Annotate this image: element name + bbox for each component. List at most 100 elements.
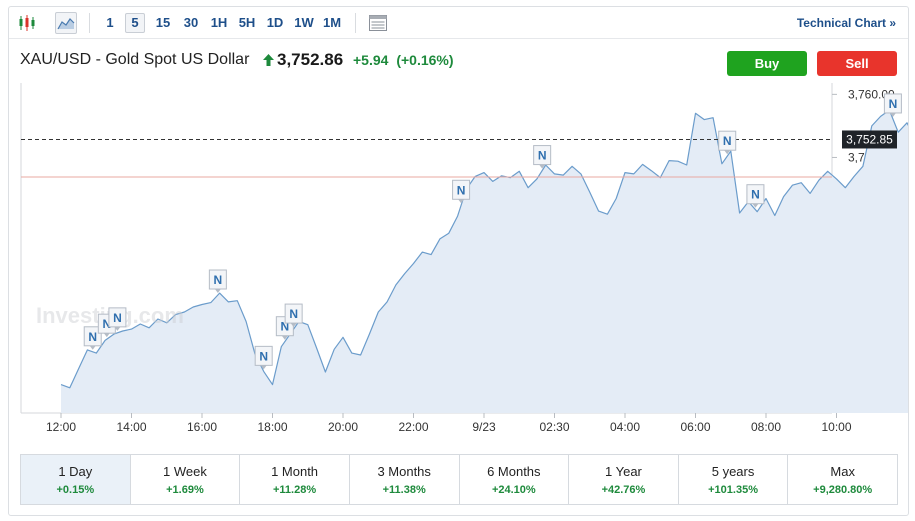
x-tick-label: 18:00 (257, 420, 287, 434)
news-marker[interactable]: N (83, 326, 102, 350)
news-marker-label: N (259, 349, 268, 363)
period-label: 3 Months (377, 464, 431, 479)
period-1-day[interactable]: 1 Day +0.15% (21, 455, 131, 504)
news-marker[interactable]: N (108, 307, 127, 331)
period-label: 1 Month (271, 464, 319, 479)
period-label: 1 Year (605, 464, 642, 479)
news-marker[interactable]: N (254, 345, 273, 370)
period-change: +11.28% (273, 484, 317, 496)
period-change: +0.15% (56, 484, 95, 496)
news-marker-label: N (88, 330, 97, 344)
period-1-year[interactable]: 1 Year +42.76% (569, 455, 679, 504)
news-marker-pointer (89, 345, 96, 350)
technical-chart-link[interactable]: Technical Chart » (796, 16, 896, 30)
news-marker-pointer (103, 333, 110, 338)
price-change: +5.94 (+0.16%) (353, 52, 454, 68)
period-1-week[interactable]: 1 Week +1.69% (130, 455, 241, 504)
period-6-months[interactable]: 6 Months +24.10% (459, 455, 570, 504)
news-marker-pointer (214, 289, 221, 294)
period-label: 6 Months (487, 464, 541, 479)
change-value: +5.94 (353, 52, 389, 68)
news-marker[interactable]: N (746, 184, 765, 208)
news-marker-label: N (723, 134, 732, 148)
news-marker[interactable]: N (883, 93, 902, 117)
change-percent: (+0.16%) (396, 52, 454, 68)
x-tick-label: 9/23 (472, 420, 496, 434)
news-marker-label: N (538, 149, 547, 163)
timeframe-1m[interactable]: 1M (322, 15, 342, 30)
x-tick-label: 20:00 (328, 420, 358, 434)
timeframe-1d[interactable]: 1D (266, 15, 284, 30)
timeframe-5h[interactable]: 5H (238, 15, 256, 30)
news-marker-label: N (102, 317, 111, 331)
news-marker-pointer (889, 112, 896, 117)
x-tick-label: 12:00 (46, 420, 76, 434)
news-marker-label: N (113, 311, 122, 325)
news-marker-pointer (752, 203, 759, 208)
price-chart[interactable]: 3,720.003,730.003,740.003,750.003,760.00… (9, 7, 908, 447)
news-marker[interactable]: N (284, 303, 303, 328)
x-tick-label: 22:00 (398, 420, 428, 434)
x-tick-label: 06:00 (680, 420, 710, 434)
toolbar-divider (355, 13, 356, 33)
news-marker[interactable]: N (452, 179, 471, 204)
news-marker-pointer (724, 150, 731, 155)
period-label: Max (830, 464, 855, 479)
x-tick-label: 10:00 (821, 420, 851, 434)
timeframe-30[interactable]: 30 (183, 15, 199, 30)
news-marker-label: N (214, 273, 223, 287)
period-change: +42.76% (601, 484, 646, 496)
period-1-month[interactable]: 1 Month +11.28% (240, 455, 350, 504)
chart-toolbar: 1 5 15 30 1H 5H 1D 1W 1M Technical Chart… (9, 7, 908, 39)
sell-button[interactable]: Sell (817, 51, 897, 76)
instrument-name: XAU/USD - Gold Spot US Dollar (20, 51, 250, 68)
period-5-years[interactable]: 5 years +101.35% (678, 455, 789, 504)
candlestick-chart-icon[interactable] (17, 12, 39, 34)
toolbar-divider (89, 13, 90, 33)
period-change: +24.10% (491, 484, 536, 496)
news-marker-pointer (539, 164, 546, 169)
x-tick-label: 04:00 (610, 420, 640, 434)
current-price-label-bg (842, 130, 897, 149)
news-marker-pointer (290, 323, 297, 328)
news-marker[interactable]: N (533, 145, 552, 169)
news-marker-label: N (751, 188, 760, 202)
news-marker-pointer (114, 326, 121, 331)
x-tick-label: 02:30 (539, 420, 569, 434)
performance-periods: 1 Day +0.15% 1 Week +1.69% 1 Month +11.2… (20, 454, 898, 505)
buy-button[interactable]: Buy (727, 51, 807, 76)
period-3-months[interactable]: 3 Months +11.38% (349, 455, 460, 504)
news-marker-label: N (289, 307, 298, 321)
period-label: 1 Day (58, 464, 93, 479)
news-marker[interactable]: N (208, 269, 227, 294)
timeframe-1h[interactable]: 1H (210, 15, 228, 30)
timeframe-5[interactable]: 5 (125, 13, 145, 33)
current-price-label: 3,752.85 (846, 132, 893, 146)
x-tick-label: 08:00 (751, 420, 781, 434)
period-label: 5 years (711, 464, 755, 479)
period-change: +101.35% (708, 484, 758, 496)
period-change: +11.38% (382, 484, 426, 496)
up-arrow-icon (263, 53, 274, 71)
news-marker-pointer (458, 199, 465, 204)
x-tick-label: 16:00 (187, 420, 217, 434)
news-marker-pointer (281, 335, 288, 340)
period-label: 1 Week (163, 464, 207, 479)
news-marker-label: N (889, 97, 898, 111)
table-view-icon[interactable] (367, 12, 389, 34)
price-area (61, 110, 908, 413)
timeframe-15[interactable]: 15 (155, 15, 171, 30)
news-marker-label: N (457, 183, 466, 197)
x-tick-label: 14:00 (116, 420, 146, 434)
news-marker[interactable]: N (718, 130, 737, 155)
news-marker-pointer (260, 365, 267, 370)
period-max[interactable]: Max +9,280.80% (788, 455, 897, 504)
chart-widget: 1 5 15 30 1H 5H 1D 1W 1M Technical Chart… (8, 6, 909, 516)
period-change: +1.69% (166, 484, 204, 496)
timeframe-1w[interactable]: 1W (294, 15, 314, 30)
timeframe-1[interactable]: 1 (106, 15, 114, 30)
y-tick-label: 3,760.00 (848, 87, 895, 101)
period-change: +9,280.80% (813, 484, 873, 496)
area-chart-icon[interactable] (55, 12, 77, 34)
news-marker-label: N (281, 320, 290, 334)
